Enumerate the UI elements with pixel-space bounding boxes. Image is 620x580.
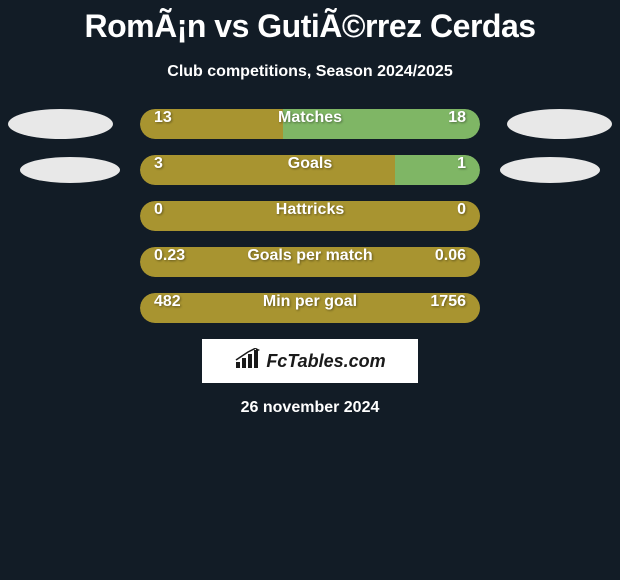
stat-value-right: 1 [457, 155, 466, 173]
bar-right [395, 155, 480, 185]
date-text: 26 november 2024 [0, 399, 620, 417]
stat-row: 482 Min per goal 1756 [0, 293, 620, 323]
logo-text: FcTables.com [266, 351, 385, 372]
stat-row: 13 Matches 18 [0, 109, 620, 139]
chart-icon [234, 348, 260, 375]
stat-value-right: 0.06 [435, 247, 466, 265]
bar-container: 13 Matches 18 [140, 109, 480, 139]
bar-container: 0 Hattricks 0 [140, 201, 480, 231]
stat-label: Min per goal [263, 293, 357, 311]
comparison-chart: 13 Matches 18 3 Goals 1 0 Hattricks 0 0.… [0, 109, 620, 323]
stat-row: 3 Goals 1 [0, 155, 620, 185]
stat-value-left: 0 [154, 201, 163, 219]
bar-container: 482 Min per goal 1756 [140, 293, 480, 323]
subtitle: Club competitions, Season 2024/2025 [0, 63, 620, 81]
stat-value-right: 0 [457, 201, 466, 219]
stat-value-left: 3 [154, 155, 163, 173]
bar-left [140, 155, 395, 185]
stat-value-left: 0.23 [154, 247, 185, 265]
stat-label: Goals per match [247, 247, 372, 265]
stat-label: Hattricks [276, 201, 344, 219]
stat-value-right: 18 [448, 109, 466, 127]
stat-label: Goals [288, 155, 332, 173]
stat-label: Matches [278, 109, 342, 127]
logo-box: FcTables.com [202, 339, 418, 383]
stat-value-right: 1756 [430, 293, 466, 311]
page-title: RomÃ¡n vs GutiÃ©rrez Cerdas [0, 0, 620, 45]
stat-row: 0 Hattricks 0 [0, 201, 620, 231]
stat-value-left: 13 [154, 109, 172, 127]
bar-container: 0.23 Goals per match 0.06 [140, 247, 480, 277]
logo-content: FcTables.com [234, 348, 385, 375]
stat-value-left: 482 [154, 293, 181, 311]
bar-container: 3 Goals 1 [140, 155, 480, 185]
stat-row: 0.23 Goals per match 0.06 [0, 247, 620, 277]
